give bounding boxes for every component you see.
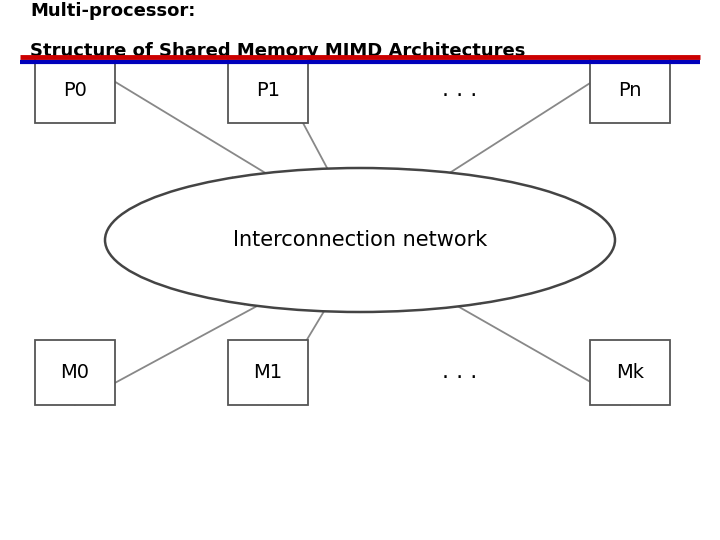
Text: . . .: . . . (442, 362, 477, 382)
Text: Pn: Pn (618, 80, 642, 99)
Ellipse shape (105, 168, 615, 312)
FancyBboxPatch shape (590, 340, 670, 404)
Text: Interconnection network: Interconnection network (233, 230, 487, 250)
FancyBboxPatch shape (228, 57, 308, 123)
Text: P0: P0 (63, 80, 87, 99)
Text: Multi-processor:: Multi-processor: (30, 2, 195, 20)
FancyBboxPatch shape (35, 57, 115, 123)
FancyBboxPatch shape (590, 57, 670, 123)
FancyBboxPatch shape (228, 340, 308, 404)
FancyBboxPatch shape (35, 340, 115, 404)
Text: M1: M1 (253, 362, 282, 381)
Text: Mk: Mk (616, 362, 644, 381)
Text: Structure of Shared Memory MIMD Architectures: Structure of Shared Memory MIMD Architec… (30, 42, 526, 60)
Text: M0: M0 (60, 362, 89, 381)
Text: . . .: . . . (442, 80, 477, 100)
Text: P1: P1 (256, 80, 280, 99)
